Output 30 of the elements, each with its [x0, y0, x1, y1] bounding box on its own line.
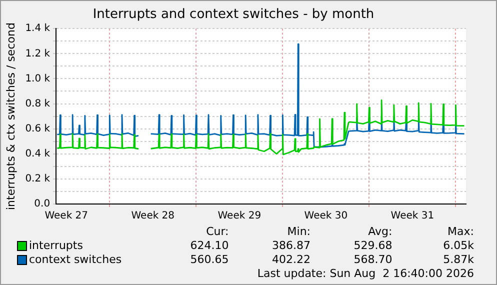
text: 529.68 — [352, 239, 392, 253]
text: Last update: Sun Aug 2 16:40:00 2026 — [256, 267, 474, 281]
legend-label: interrupts — [29, 239, 83, 253]
text: 6.05k — [442, 239, 474, 253]
text: Max: — [446, 225, 474, 239]
y-tick-label: 0.8 k — [25, 98, 50, 110]
y-axis-title: interrupts & ctx switches / second — [4, 22, 18, 210]
x-tick-label: Week 28 — [131, 210, 175, 222]
y-tick-label: 0.6 k — [25, 123, 50, 134]
y-tick-label: 1.2 k — [25, 48, 50, 60]
text: 5.87k — [442, 253, 474, 267]
y-tick-label: 0.2 k — [25, 174, 50, 185]
text: Min: — [286, 225, 310, 239]
text: Cur: — [205, 225, 229, 239]
text: 624.10 — [189, 239, 229, 253]
x-tick-label: Week 30 — [304, 210, 348, 222]
legend-label: context switches — [29, 253, 122, 267]
y-tick-label: 0.0 — [34, 198, 50, 210]
text: Avg: — [367, 225, 392, 239]
x-tick-label: Week 31 — [390, 210, 434, 222]
text: 386.87 — [271, 239, 310, 253]
x-tick-label: Week 27 — [44, 210, 88, 222]
y-tick-label: 1.0 k — [25, 73, 50, 84]
text: 402.22 — [271, 253, 310, 267]
y-tick-label: 1.4 k — [25, 23, 50, 34]
x-tick-label: Week 29 — [218, 210, 262, 222]
chart-title: Interrupts and context switches - by month — [92, 7, 374, 22]
text: 568.70 — [352, 253, 392, 267]
y-tick-label: 0.4 k — [25, 148, 50, 160]
text: 560.65 — [189, 253, 229, 267]
